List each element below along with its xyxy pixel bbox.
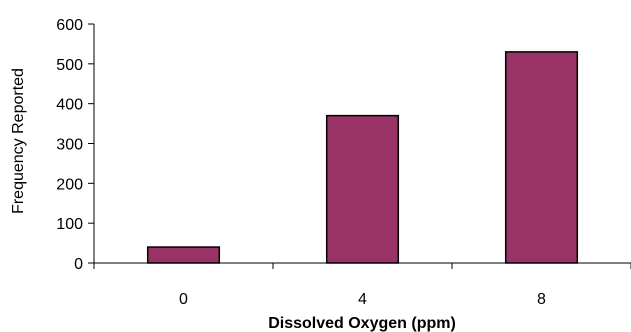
y-tick-label: 200	[56, 176, 83, 193]
bar-0	[146, 246, 221, 264]
bar-8	[504, 51, 579, 264]
y-tick-label: 300	[56, 137, 83, 154]
x-tick-label: 4	[358, 291, 367, 308]
x-tick-label: 0	[179, 291, 188, 308]
x-tick-label: 8	[537, 291, 546, 308]
y-axis-ticks: 0 100 200 300 400 500 600	[56, 17, 94, 273]
y-tick-label: 100	[56, 216, 83, 233]
bar-4	[325, 114, 400, 264]
x-axis-ticks: 0 4 8	[93, 263, 631, 308]
y-tick-label: 400	[56, 97, 83, 114]
y-axis-title: Frequency Reported	[10, 68, 27, 214]
y-tick-label: 500	[56, 57, 83, 74]
bar-series	[146, 51, 579, 264]
y-tick-label: 0	[74, 256, 83, 273]
x-axis-title: Dissolved Oxygen (ppm)	[268, 315, 456, 332]
y-tick-label: 600	[56, 17, 83, 34]
